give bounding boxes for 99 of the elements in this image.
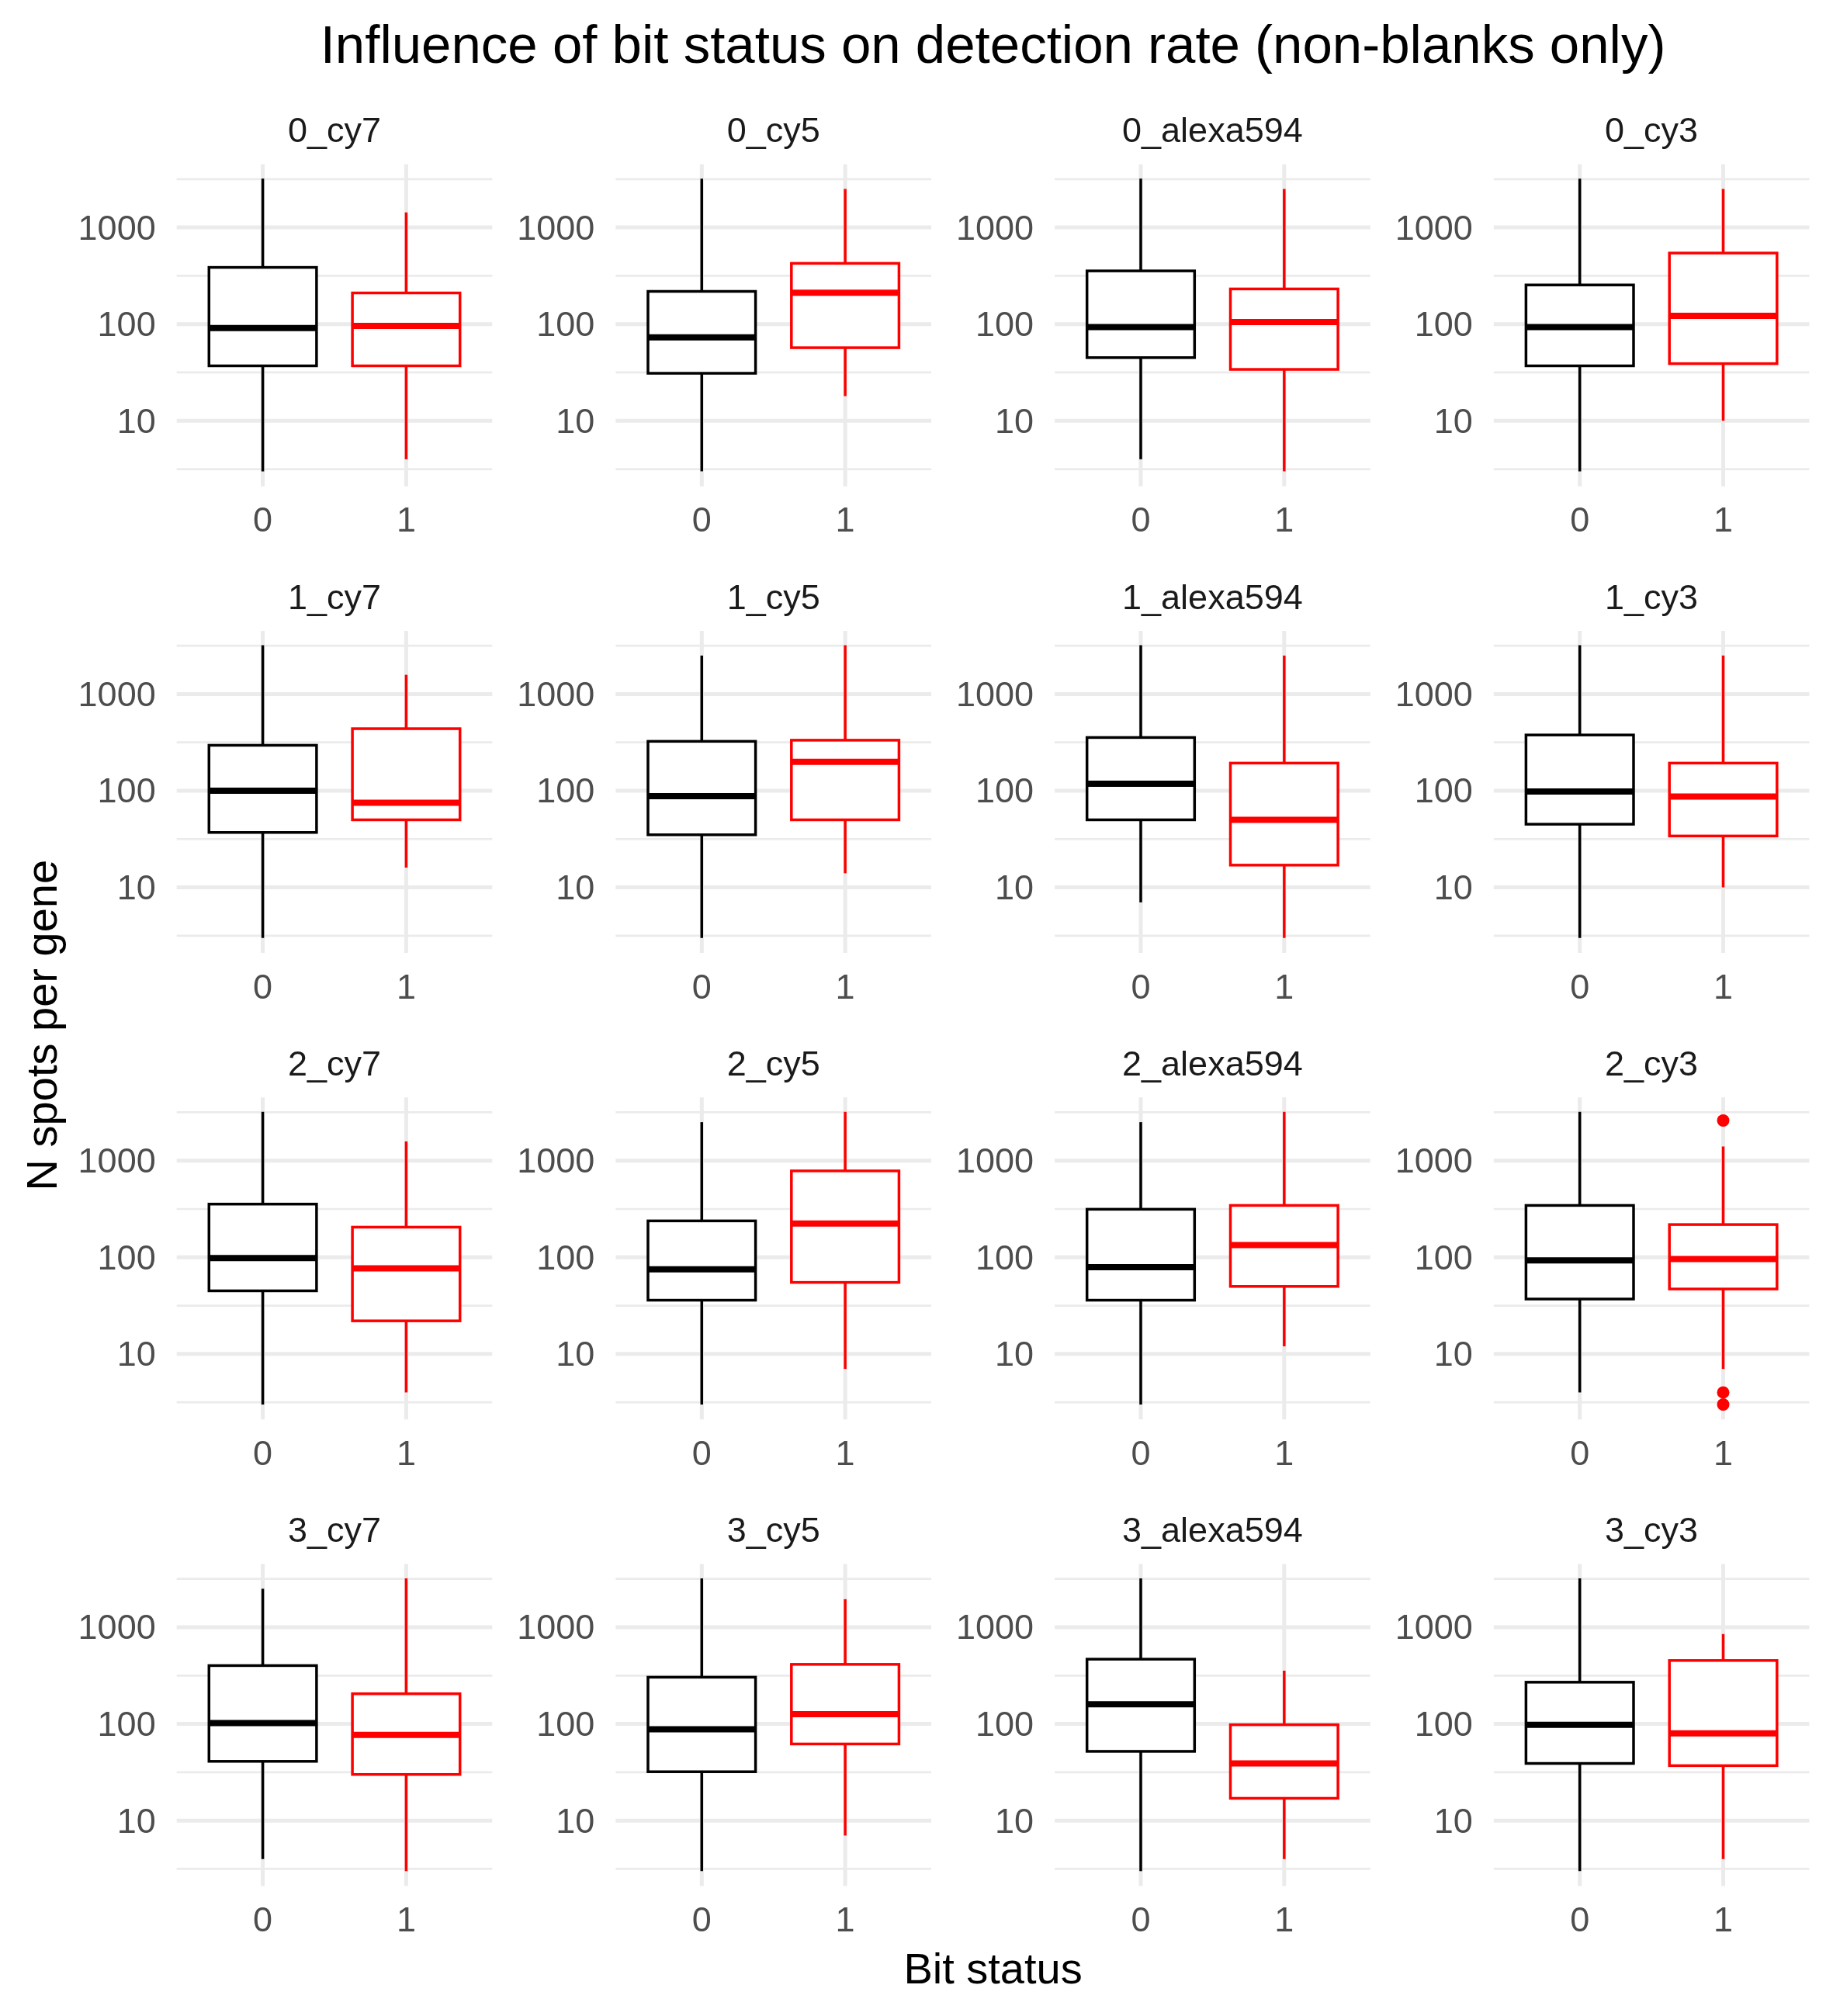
chart-title: 3_cy3	[1605, 1510, 1699, 1550]
y-tick-label: 10	[1433, 1800, 1473, 1841]
x-tick-label: 0	[1570, 1432, 1590, 1473]
x-tick-label: 1	[396, 1432, 416, 1473]
chart-title: 2_cy5	[726, 1043, 820, 1083]
chart-title: 1_cy7	[287, 577, 382, 617]
chart-title: 0_alexa594	[1122, 110, 1303, 151]
y-tick-label: 1000	[78, 674, 156, 714]
y-tick-label: 10	[556, 868, 595, 908]
y-tick-label: 1000	[955, 674, 1034, 714]
x-tick-label: 0	[691, 966, 712, 1006]
x-tick-label: 1	[1713, 1900, 1734, 1940]
x-tick-label: 1	[396, 500, 416, 540]
chart-title: 2_alexa594	[1122, 1043, 1303, 1083]
x-tick-label: 0	[1570, 500, 1590, 540]
chart-title: 1_cy5	[726, 577, 820, 617]
x-tick-label: 0	[691, 500, 712, 540]
y-tick-label: 100	[536, 1704, 595, 1744]
y-tick-label: 100	[1414, 304, 1473, 345]
y-tick-label: 1000	[955, 1141, 1034, 1181]
x-tick-label: 1	[396, 966, 416, 1006]
x-tick-label: 0	[691, 1432, 712, 1473]
y-tick-label: 100	[975, 1704, 1034, 1744]
y-tick-label: 1000	[1395, 1141, 1473, 1181]
y-tick-label: 100	[1414, 1237, 1473, 1277]
y-tick-label: 100	[97, 1704, 156, 1744]
x-tick-label: 1	[1713, 1432, 1734, 1473]
y-tick-label: 100	[975, 1237, 1034, 1277]
y-tick-label: 1000	[1395, 674, 1473, 714]
chart-title: 0_cy7	[287, 110, 382, 151]
x-tick-label: 1	[396, 1900, 416, 1940]
x-tick-label: 0	[1570, 966, 1590, 1006]
y-tick-label: 10	[116, 1334, 156, 1374]
x-tick-label: 1	[835, 500, 855, 540]
y-tick-label: 100	[975, 771, 1034, 811]
y-tick-label: 10	[116, 400, 156, 441]
x-tick-label: 0	[1131, 500, 1151, 540]
chart-title: 3_cy5	[726, 1510, 820, 1550]
x-tick-label: 1	[1274, 500, 1294, 540]
x-tick-label: 1	[1274, 1432, 1294, 1473]
x-tick-label: 0	[1131, 1900, 1151, 1940]
y-tick-label: 10	[995, 1800, 1034, 1841]
x-tick-label: 0	[253, 500, 273, 540]
y-tick-label: 100	[1414, 771, 1473, 811]
y-tick-label: 1000	[78, 207, 156, 248]
y-tick-label: 10	[556, 400, 595, 441]
chart-title: 0_cy5	[726, 110, 820, 151]
y-tick-label: 100	[536, 771, 595, 811]
y-tick-label: 100	[536, 304, 595, 345]
x-tick-label: 1	[835, 1432, 855, 1473]
y-tick-label: 10	[1433, 868, 1473, 908]
y-tick-label: 100	[536, 1237, 595, 1277]
chart-title: 3_alexa594	[1122, 1510, 1303, 1550]
chart-title: 1_cy3	[1605, 577, 1699, 617]
y-tick-label: 1000	[1395, 1607, 1473, 1647]
text: N spots per gene	[16, 859, 66, 1191]
chart-title: 2_cy7	[287, 1043, 382, 1083]
y-tick-label: 100	[97, 771, 156, 811]
y-tick-label: 10	[995, 400, 1034, 441]
x-tick-label: 1	[1274, 966, 1294, 1006]
x-tick-label: 0	[253, 966, 273, 1006]
y-tick-label: 10	[1433, 1334, 1473, 1374]
y-tick-label: 1000	[955, 207, 1034, 248]
y-tick-label: 100	[97, 1237, 156, 1277]
y-tick-label: 100	[1414, 1704, 1473, 1744]
y-tick-label: 1000	[517, 207, 595, 248]
y-tick-label: 1000	[517, 674, 595, 714]
y-tick-label: 1000	[955, 1607, 1034, 1647]
y-tick-label: 1000	[78, 1141, 156, 1181]
x-tick-label: 0	[1131, 966, 1151, 1006]
chart-title: 0_cy3	[1605, 110, 1699, 151]
y-tick-label: 1000	[1395, 207, 1473, 248]
y-tick-label: 10	[116, 1800, 156, 1841]
y-tick-label: 10	[556, 1334, 595, 1374]
y-tick-label: 100	[975, 304, 1034, 345]
chart-title: 2_cy3	[1605, 1043, 1699, 1083]
x-tick-label: 1	[1713, 500, 1734, 540]
y-tick-label: 10	[116, 868, 156, 908]
y-tick-label: 10	[995, 868, 1034, 908]
y-tick-label: 10	[1433, 400, 1473, 441]
text: Bit status	[903, 1943, 1083, 1993]
y-tick-label: 1000	[78, 1607, 156, 1647]
x-tick-label: 0	[1570, 1900, 1590, 1940]
y-tick-label: 10	[995, 1334, 1034, 1374]
x-tick-label: 0	[1131, 1432, 1151, 1473]
x-tick-label: 1	[835, 1900, 855, 1940]
x-tick-label: 0	[253, 1432, 273, 1473]
x-tick-label: 0	[253, 1900, 273, 1940]
y-tick-label: 100	[97, 304, 156, 345]
chart-title: 1_alexa594	[1122, 577, 1303, 617]
text: Influence of bit status on detection rate (non-blanks only)	[320, 14, 1666, 74]
x-tick-label: 0	[691, 1900, 712, 1940]
x-tick-label: 1	[1713, 966, 1734, 1006]
x-tick-label: 1	[835, 966, 855, 1006]
y-tick-label: 1000	[517, 1607, 595, 1647]
chart-title: 3_cy7	[287, 1510, 382, 1550]
y-tick-label: 10	[556, 1800, 595, 1841]
y-tick-label: 1000	[517, 1141, 595, 1181]
x-tick-label: 1	[1274, 1900, 1294, 1940]
